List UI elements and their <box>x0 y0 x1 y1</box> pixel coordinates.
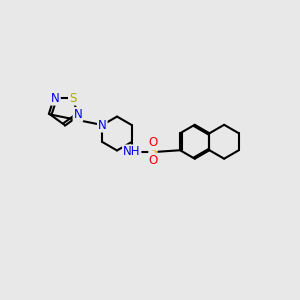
Text: S: S <box>149 146 157 158</box>
Text: O: O <box>148 154 158 167</box>
Text: NH: NH <box>123 146 140 158</box>
Text: S: S <box>69 92 76 105</box>
Text: O: O <box>148 136 158 149</box>
Text: N: N <box>98 118 107 131</box>
Text: N: N <box>74 108 82 121</box>
Text: N: N <box>51 92 60 105</box>
